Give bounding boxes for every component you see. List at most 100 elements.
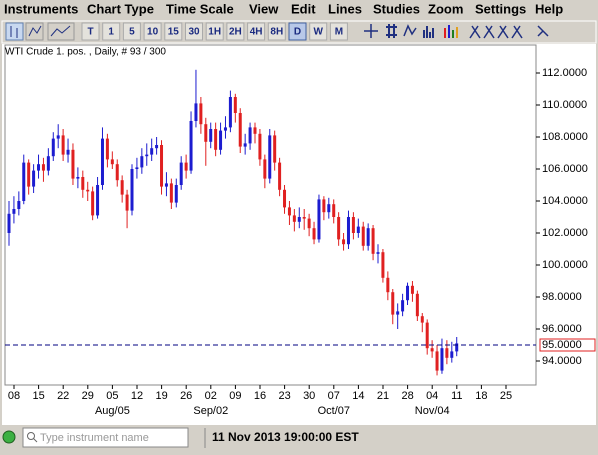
candle-body (371, 228, 375, 254)
x-tick-label: 07 (328, 390, 340, 402)
timeframe-button[interactable] (81, 22, 100, 41)
timeframe-button[interactable] (267, 22, 286, 41)
timeframe-label: T (87, 27, 93, 38)
x-tick-label: 23 (278, 390, 290, 402)
toolbar-icons (5, 22, 549, 41)
timeframe-label: D (294, 27, 301, 38)
menu-item[interactable]: Chart Type (87, 1, 154, 16)
y-tick-label: 110.0000 (542, 99, 587, 111)
candle-body (91, 191, 95, 216)
candle-body (140, 156, 144, 168)
x-tick-label: 30 (303, 390, 315, 402)
menu-item[interactable]: Edit (291, 1, 316, 16)
icon-bars2[interactable] (444, 28, 446, 38)
candle-body (376, 252, 380, 254)
candle-body (312, 228, 316, 240)
plot-area (4, 44, 537, 386)
y-tick-label: 106.0000 (542, 163, 588, 175)
candle-body (110, 159, 114, 165)
candle-body (204, 124, 208, 142)
timeframe-label: 30 (188, 27, 200, 38)
timeframe-buttons: T 1 5 10 15 30 1H 2H 4H 8H D W M (81, 22, 348, 41)
icon-candles[interactable] (5, 22, 24, 41)
candle-body (238, 113, 242, 147)
menu-item[interactable]: Studies (373, 1, 420, 16)
candle-body (396, 311, 400, 315)
icon-grid[interactable] (386, 24, 397, 38)
menu-item[interactable]: Settings (475, 1, 526, 16)
y-tick-label: 104.0000 (542, 195, 588, 207)
candle-body (268, 135, 272, 179)
candle-body (22, 162, 26, 201)
y-tick-label: 108.0000 (542, 131, 588, 143)
current-price-label: 95.0000 (542, 339, 582, 351)
month-label: Nov/04 (415, 405, 450, 417)
timeframe-button[interactable] (102, 22, 121, 41)
candle-body (425, 322, 429, 349)
candle-body (346, 217, 350, 245)
instrument-search[interactable] (22, 427, 189, 448)
icon-study[interactable] (403, 24, 417, 37)
timeframe-button[interactable] (329, 22, 348, 41)
search-icon (27, 432, 35, 440)
candle-body (32, 170, 36, 187)
timeframe-label: 8H (270, 27, 283, 38)
candle-body (415, 293, 419, 317)
candle-body (125, 194, 129, 211)
timeframe-button[interactable] (309, 22, 328, 41)
menu-item[interactable]: View (249, 1, 279, 16)
timeframe-button[interactable] (185, 22, 203, 41)
candle-body (37, 164, 41, 171)
x-tick-label: 11 (451, 390, 462, 402)
icon-volume[interactable] (423, 26, 434, 38)
candle-body (317, 199, 321, 240)
candle-body (273, 135, 277, 163)
icon-bars2[interactable] (452, 30, 454, 38)
timeframe-button[interactable] (164, 22, 183, 41)
icon-lines[interactable] (469, 25, 523, 39)
candle-body (391, 292, 395, 315)
menu-item[interactable]: Time Scale (166, 1, 234, 16)
menu-item[interactable]: Instruments (4, 1, 78, 16)
icon-line[interactable] (47, 22, 75, 41)
candle-body (322, 199, 326, 213)
candle-body (76, 177, 80, 179)
candle-body (130, 169, 134, 211)
icon-glyph (50, 25, 71, 37)
timeframe-label: 15 (168, 27, 180, 38)
timeframe-button[interactable] (247, 22, 266, 41)
timeframe-label: M (335, 27, 343, 38)
month-label: Oct/07 (318, 405, 350, 417)
candle-body (189, 121, 193, 171)
menu-item[interactable]: Help (535, 1, 563, 16)
timeframe-button[interactable] (288, 22, 307, 41)
x-tick-label: 28 (401, 390, 413, 402)
timeframe-button[interactable] (226, 22, 245, 41)
icon-delete[interactable] (537, 25, 549, 37)
x-tick-label: 02 (205, 390, 217, 402)
candle-body (233, 97, 237, 113)
candle-body (248, 127, 252, 144)
x-tick-label: 09 (229, 390, 241, 402)
menu-item[interactable]: Zoom (428, 1, 463, 16)
candle-body (160, 145, 164, 187)
timeframe-label: 1 (108, 27, 114, 38)
candle-body (135, 167, 139, 169)
candle-body (366, 228, 370, 246)
timeframe-button[interactable] (143, 22, 162, 41)
candle-body (169, 183, 173, 203)
x-tick-label: 29 (82, 390, 94, 402)
timeframe-button[interactable] (205, 22, 224, 41)
candle-body (56, 135, 60, 139)
timeframe-button[interactable] (122, 22, 141, 41)
candle-body (41, 164, 45, 171)
icon-bars2[interactable] (456, 27, 458, 38)
icon-bars[interactable] (25, 22, 44, 41)
status-datetime: 11 Nov 2013 19:00:00 EST (212, 430, 359, 444)
icon-bars2[interactable] (448, 25, 450, 38)
y-tick-label: 112.0000 (542, 67, 587, 79)
menu-item[interactable]: Lines (328, 1, 362, 16)
candle-body (184, 162, 188, 171)
candle-body (219, 130, 223, 150)
